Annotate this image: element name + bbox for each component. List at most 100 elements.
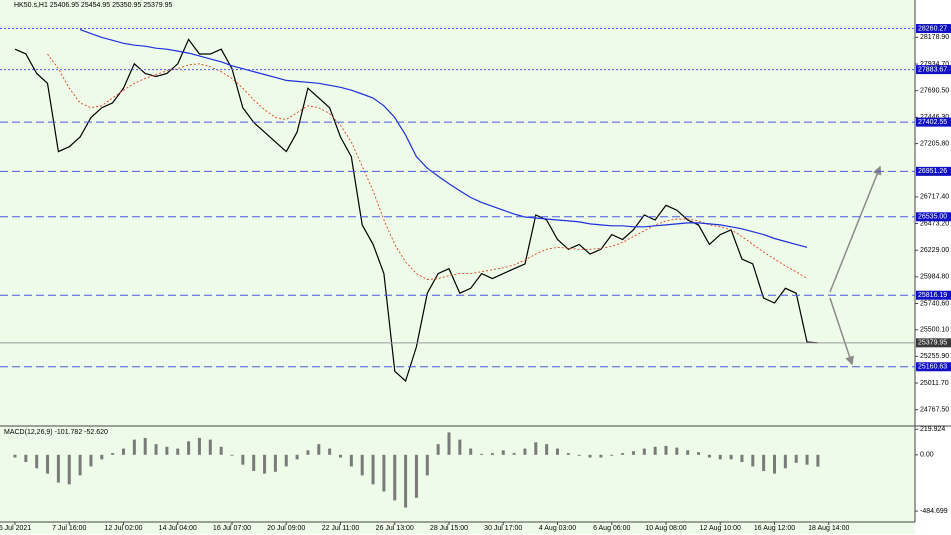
macd-bar [512, 453, 516, 455]
macd-bar [621, 453, 625, 455]
macd-bar [523, 448, 527, 455]
macd-bar [805, 454, 809, 465]
level-label: 28260.27 [918, 25, 947, 32]
price-line [47, 53, 808, 280]
y-tick-label: -484.699 [920, 508, 948, 515]
x-tick-label: 14 Jul 04:00 [159, 525, 197, 532]
y-tick-label: 26717.40 [920, 194, 949, 201]
macd-bar [458, 439, 462, 455]
macd-bar [230, 454, 234, 456]
plot-background [0, 0, 915, 534]
macd-bar [273, 454, 277, 472]
x-tick-label: 28 Jul 15:00 [430, 525, 468, 532]
macd-bar [306, 450, 310, 455]
macd-bar [56, 454, 60, 483]
level-label: 27402.55 [918, 119, 947, 126]
x-tick-label: 6 Aug 06:00 [593, 525, 630, 532]
y-tick-label: 25984.80 [920, 274, 949, 281]
macd-bar [501, 450, 505, 455]
y-tick-label: 28178.90 [920, 34, 949, 41]
x-tick-label: 18 Aug 14:00 [808, 525, 849, 532]
macd-bar [718, 454, 722, 460]
macd-bar [263, 454, 267, 474]
macd-bar [425, 454, 429, 476]
macd-bar [349, 454, 353, 467]
macd-bar [686, 450, 690, 455]
macd-bar [67, 454, 71, 485]
macd-title: MACD(12,26,9) -101.782 -52.620 [4, 429, 108, 436]
macd-bar [371, 454, 375, 485]
macd-bar [729, 454, 733, 460]
macd-bar [599, 454, 603, 458]
macd-bar [794, 454, 798, 463]
macd-bar [490, 453, 494, 455]
y-tick-label: 24767.50 [920, 407, 949, 414]
macd-bar [328, 448, 332, 455]
macd-bar [588, 454, 592, 458]
macd-bar [46, 454, 50, 474]
macd-bar [534, 442, 538, 455]
y-tick-label: 0.00 [920, 452, 934, 459]
macd-bar [13, 454, 17, 458]
x-tick-label: 26 Jul 13:00 [376, 525, 414, 532]
x-tick-label: 7 Jul 16:00 [52, 525, 86, 532]
y-tick-label: 25255.90 [920, 353, 949, 360]
x-tick-label: 22 Jul 11:00 [322, 525, 360, 532]
macd-bar [545, 444, 549, 455]
x-tick-label: 20 Jul 09:00 [267, 525, 305, 532]
macd-bar [469, 448, 473, 455]
y-tick-label: 27934.70 [920, 61, 949, 68]
macd-bar [241, 454, 245, 465]
macd-bar [740, 454, 744, 463]
x-tick-label: 30 Jul 17:00 [484, 525, 522, 532]
y-tick-label: 26229.00 [920, 247, 949, 254]
macd-bar [436, 444, 440, 455]
level-label: 25160.63 [918, 364, 947, 371]
macd-bar [631, 451, 635, 455]
chart-title: HK50.s,H1 25406.95 25454.95 25350.95 253… [14, 2, 173, 9]
macd-bar [382, 454, 386, 492]
macd-bar [197, 437, 201, 455]
macd-bar [783, 454, 787, 469]
macd-bar [675, 447, 679, 455]
macd-bar [707, 454, 711, 458]
macd-bar [219, 446, 223, 455]
macd-bar [165, 446, 169, 455]
macd-bar [480, 453, 484, 455]
forecast-arrow-up [829, 165, 882, 293]
level-label: 26951.26 [918, 168, 947, 175]
y-tick-label: 25011.70 [920, 380, 949, 387]
macd-bar [762, 454, 766, 471]
macd-bar [751, 454, 755, 467]
x-tick-label: 4 Aug 03:00 [539, 525, 576, 532]
level-label-bg [916, 117, 951, 127]
y-tick-label: 25500.10 [920, 327, 949, 334]
macd-bar [610, 454, 614, 456]
y-tick-label: 27205.80 [920, 140, 949, 147]
x-tick-label: 16 Jul 07:00 [213, 525, 251, 532]
macd-bar [447, 432, 451, 455]
macd-bar [339, 454, 342, 458]
macd-bar [393, 454, 397, 501]
macd-bar [187, 441, 191, 455]
price-line [79, 29, 808, 248]
level-label-bg [916, 24, 951, 34]
macd-bar [697, 452, 701, 455]
forecast-arrow-down [829, 297, 854, 366]
macd-bar [577, 454, 581, 456]
macd-bar [295, 454, 299, 460]
macd-bar [132, 439, 136, 455]
level-label-bg [916, 166, 951, 176]
x-tick-label: 5 Jul 2021 [0, 525, 31, 532]
level-label: 27883.67 [918, 66, 947, 73]
macd-bar [35, 454, 39, 469]
macd-bar [404, 454, 408, 508]
macd-bar [360, 454, 364, 476]
macd-bar [317, 444, 321, 455]
level-label: 26535.00 [918, 214, 947, 221]
macd-bar [100, 454, 104, 460]
level-label: 25379.95 [918, 340, 947, 347]
macd-bar [122, 448, 125, 455]
